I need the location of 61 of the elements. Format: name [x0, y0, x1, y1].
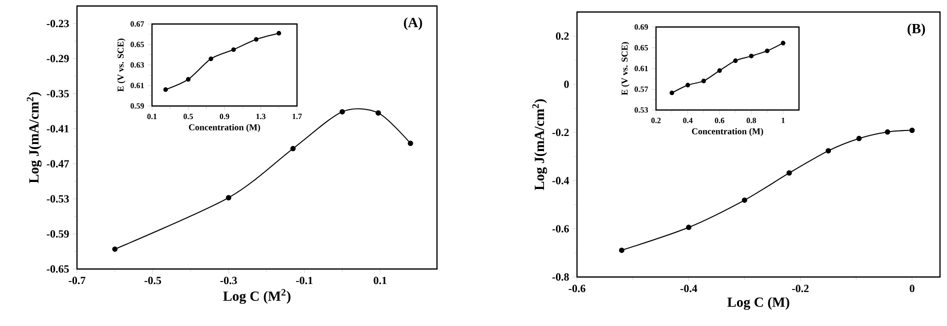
y-tick-label: 0.2 — [556, 32, 569, 40]
point — [856, 136, 862, 142]
x-tick-label: -0.2 — [792, 284, 809, 292]
y-tick-label: -0.65 — [46, 265, 69, 273]
y-tick-label: -0.35 — [46, 90, 69, 98]
y-tick-label: -0.53 — [46, 195, 69, 203]
y-axis-title: Log J(mA/cm$^{2}$) — [26, 92, 42, 184]
point — [686, 224, 692, 230]
y-tick-label: -0.23 — [46, 20, 69, 28]
x-tick-label: -0.7 — [68, 276, 86, 284]
y-tick-label: -0.47 — [46, 160, 69, 168]
y-tick-label: -0.59 — [46, 230, 69, 238]
y-tick-label: -0.6 — [552, 225, 569, 233]
annotation: (A) — [404, 17, 422, 30]
point — [112, 246, 118, 252]
point — [909, 128, 915, 133]
point — [290, 146, 296, 152]
point — [826, 148, 832, 154]
y-tick-label: -0.4 — [552, 176, 570, 184]
point — [340, 109, 345, 114]
point — [408, 140, 414, 146]
point — [163, 87, 168, 92]
x-tick-label: -0.1 — [296, 276, 312, 284]
y-axis-title: E (V vs. SCE) — [117, 38, 126, 92]
x-axis-title: Concentration (M) — [692, 128, 764, 136]
y-tick-label: 0 — [564, 80, 569, 88]
point — [749, 54, 754, 58]
point — [786, 170, 792, 176]
point — [717, 68, 722, 73]
x-tick-label: 0 — [910, 284, 914, 292]
y-axis-title: E (V vs. SCE) — [621, 42, 630, 96]
y-tick-label: -0.29 — [46, 54, 69, 62]
point — [376, 110, 381, 116]
x-axis-title: Log C (M) — [727, 297, 790, 310]
point — [884, 129, 890, 135]
point — [764, 48, 770, 54]
point — [208, 56, 214, 62]
point — [685, 82, 690, 88]
point — [618, 248, 624, 253]
x-tick-label: -0.6 — [568, 284, 586, 292]
x-tick-label: 0.1 — [374, 276, 386, 284]
y-axis-title: Log J(mA/cm$^{2}$) — [532, 99, 548, 190]
point — [701, 78, 706, 84]
x-tick-label: -0.3 — [220, 276, 237, 284]
point — [254, 37, 259, 42]
point — [231, 47, 236, 52]
point — [186, 77, 191, 82]
point — [226, 195, 232, 200]
point — [733, 58, 738, 64]
point — [780, 40, 786, 46]
x-axis-title: Log C (M$^{2}$) — [223, 289, 290, 304]
annotation: (B) — [908, 23, 925, 36]
y-tick-label: -0.8 — [552, 273, 569, 281]
point — [670, 90, 674, 96]
x-tick-label: -0.4 — [680, 284, 698, 292]
point — [276, 30, 282, 36]
x-tick-label: -0.5 — [144, 276, 162, 284]
x-axis-title: Concentration (M) — [188, 124, 260, 132]
y-tick-label: -0.2 — [552, 128, 569, 136]
point — [742, 197, 748, 203]
y-tick-label: -0.41 — [46, 125, 69, 132]
